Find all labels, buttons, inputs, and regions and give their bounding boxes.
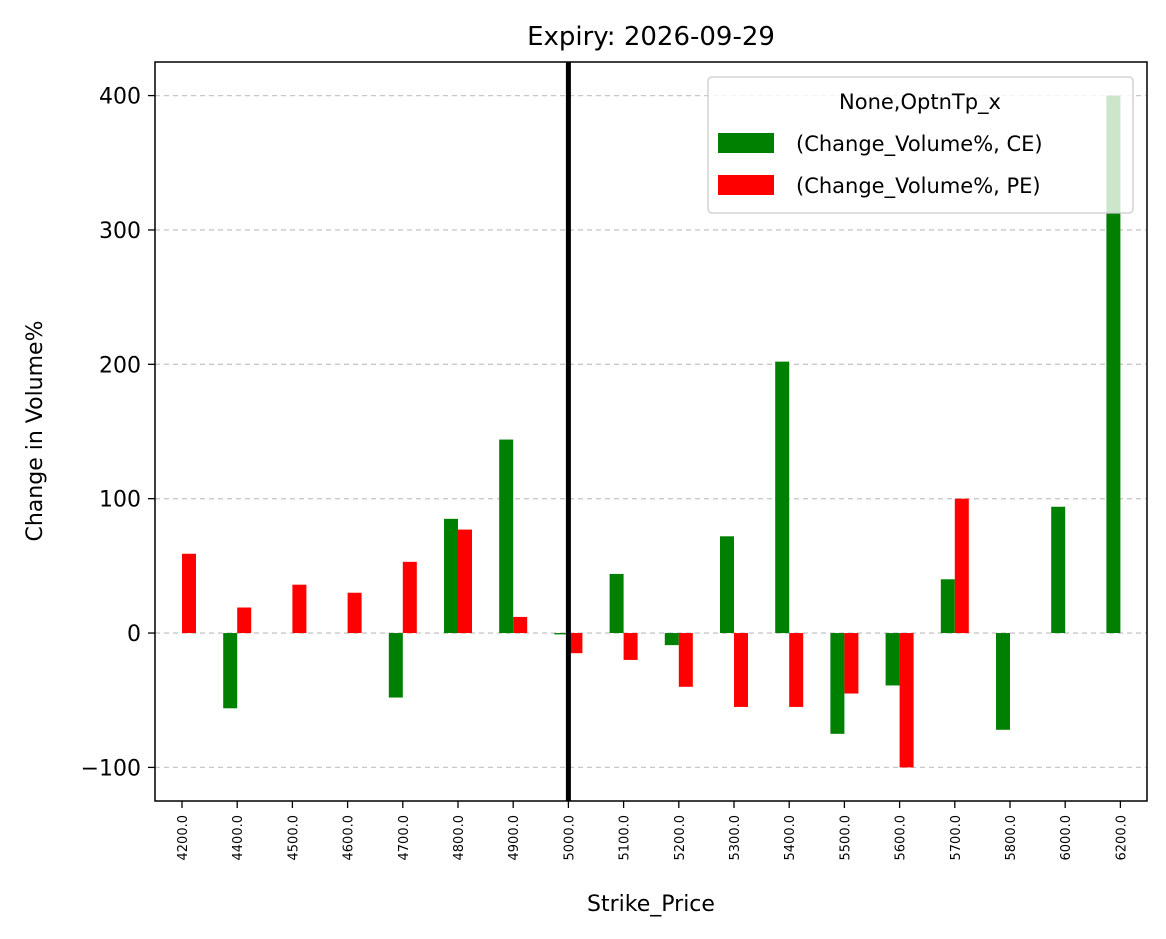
x-tick-label: 4200.0 [176,815,191,861]
bar-pe [182,553,196,634]
x-tick-label: 5600.0 [894,815,909,861]
bar-ce [1106,95,1121,634]
bar-ce [830,633,845,734]
x-tick-label: 5300.0 [728,815,743,861]
y-axis-label: Change in Volume% [23,321,48,542]
bar-ce [775,361,790,634]
plot-frame [154,61,1148,802]
bar-pe [623,633,638,660]
y-tick-label: 100 [99,488,141,513]
bar-ce [720,536,734,634]
legend-title: None,OptnTp_x [839,90,1001,115]
bar-pe [237,607,252,634]
y-tick-label: −100 [81,756,141,781]
x-tick-label: 5100.0 [618,815,633,861]
legend-box [707,76,1134,214]
x-tick-label: 5400.0 [783,815,798,861]
bar-pe [458,529,472,634]
x-tick-label: 4400.0 [231,815,246,861]
x-tick-label: 4700.0 [397,815,412,861]
y-axis-ticks: −100 0 100 200 300 400 [81,85,155,781]
x-axis-ticks: 4200.0 4400.0 4500.0 4600.0 4700.0 4800.0 4900… [176,801,1129,861]
bar-ce [554,633,569,635]
bar-pe [789,633,804,707]
bar-ce [996,633,1010,730]
bar-pe [899,633,914,768]
bar-ce [664,633,679,646]
bar-pe [568,633,583,654]
legend-swatch-ce [718,133,774,153]
bar-ce [885,633,900,686]
legend-label-pe: (Change_Volume%, PE) [796,174,1041,199]
y-tick-label: 300 [99,219,141,244]
x-tick-label: 5000.0 [562,815,577,861]
bar-pe [954,498,969,634]
y-tick-label: 0 [127,622,141,647]
legend-label-ce: (Change_Volume%, CE) [796,132,1043,157]
bar-ce [609,573,624,634]
bar-ce [444,518,458,634]
legend-swatch-pe [718,175,774,195]
x-tick-label: 6000.0 [1059,815,1074,861]
x-tick-label: 4800.0 [452,815,467,861]
y-tick-label: 200 [99,353,141,378]
bar-ce [223,633,238,709]
grid-lines [155,94,1147,769]
bar-pe [734,633,748,707]
bar-pe [513,616,528,634]
legend: None,OptnTp_x (Change_Volume%, CE) (Chan… [707,76,1134,214]
x-tick-label: 5700.0 [949,815,964,861]
bar-pe [402,561,417,634]
x-tick-label: 5800.0 [1004,815,1019,861]
chart-title: Expiry: 2026-09-29 [527,22,775,52]
bar-pe [292,584,307,634]
bar-ce [388,633,403,698]
bar-pe [347,592,362,634]
bar-pe [844,633,859,694]
x-tick-label: 5500.0 [838,815,853,861]
bars [182,95,1121,768]
bar-ce [1051,506,1066,634]
x-tick-label: 4600.0 [342,815,357,861]
y-tick-label: 400 [99,85,141,110]
x-tick-label: 4500.0 [286,815,301,861]
bar-pe [678,633,693,687]
x-tick-label: 6200.0 [1114,815,1129,861]
bar-ce [940,579,955,634]
x-tick-label: 5200.0 [673,815,688,861]
x-axis-label: Strike_Price [587,892,715,917]
x-tick-label: 4900.0 [507,815,522,861]
bar-ce [499,439,514,634]
